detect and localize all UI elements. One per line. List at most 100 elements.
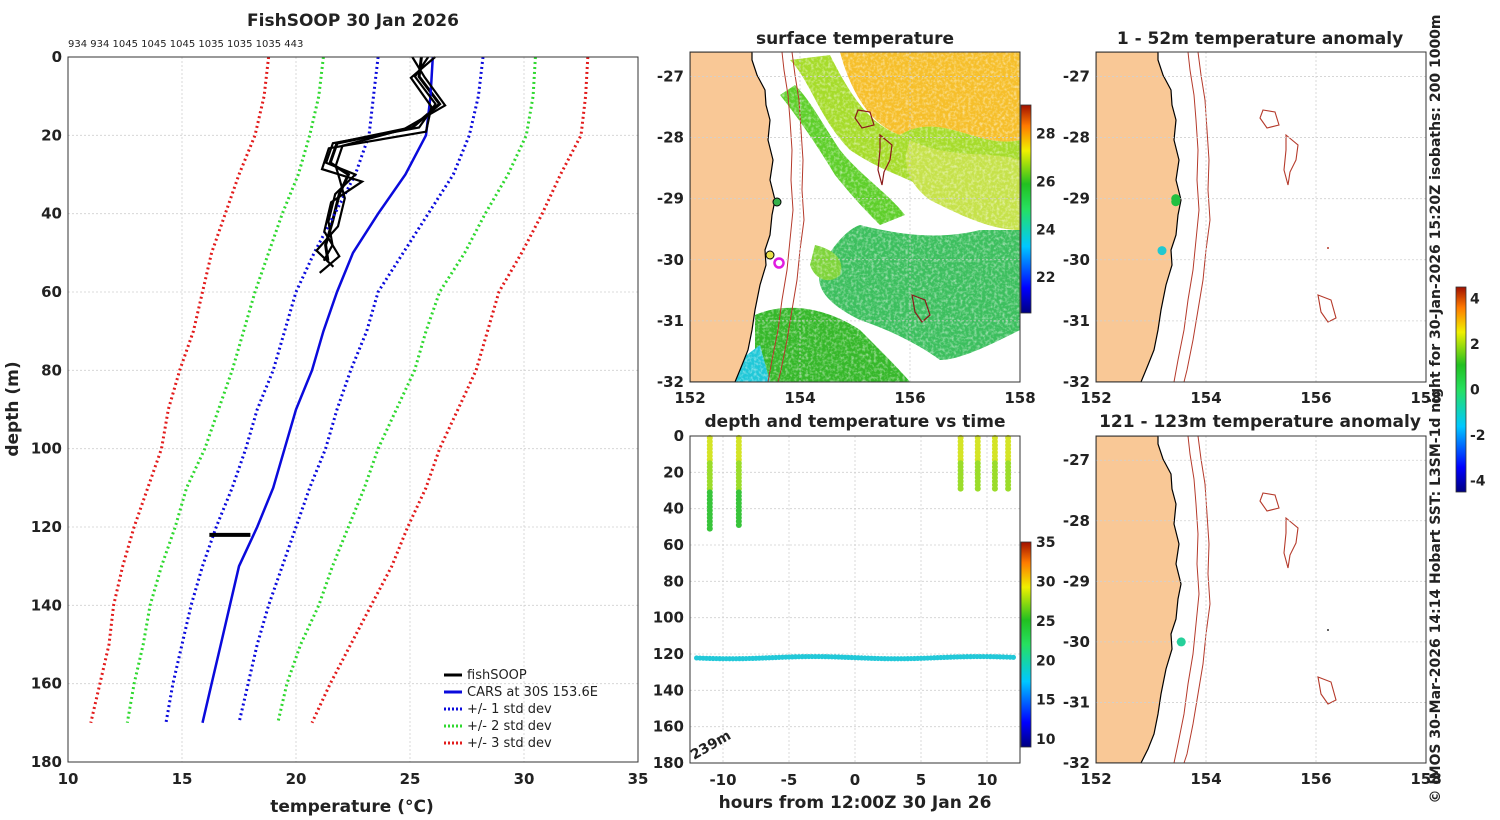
anomaly-lower-isobath-1000 bbox=[1183, 436, 1211, 763]
anomaly-lower-seamount-2 bbox=[1283, 516, 1299, 569]
anomaly-upper-seamount-1 bbox=[1259, 109, 1280, 129]
profile-xtick: 35 bbox=[628, 770, 649, 788]
sst-colorbar-tick: 28 bbox=[1036, 127, 1055, 143]
profile-ytick: 100 bbox=[31, 440, 62, 458]
sst-fish-marker-1 bbox=[772, 197, 782, 207]
anomaly-upper-xtick: 156 bbox=[1300, 389, 1331, 407]
anomaly-upper-xtick: 158 bbox=[1410, 389, 1441, 407]
anomaly-lower-ytick: -32 bbox=[1063, 754, 1090, 772]
profile-frame bbox=[67, 56, 639, 763]
anomaly-colorbar-tick: 0 bbox=[1470, 383, 1480, 399]
anomaly-upper-ytick: -31 bbox=[1063, 312, 1090, 330]
anomaly-upper-frame bbox=[1095, 51, 1427, 383]
profile-series-3-upper bbox=[276, 56, 537, 724]
profile-series-2-upper bbox=[237, 56, 485, 724]
timeseries-cast-point bbox=[991, 485, 998, 492]
sst-xtick: 156 bbox=[894, 389, 925, 407]
sst-land bbox=[690, 52, 776, 382]
timeseries-ytick: 140 bbox=[653, 681, 684, 699]
legend-std2: +/- 2 std dev bbox=[467, 719, 552, 734]
anomaly-lower-frame bbox=[1095, 435, 1427, 764]
profile-ytick: 180 bbox=[31, 753, 62, 771]
timeseries-frame bbox=[689, 435, 1021, 764]
sst-isobath-200 bbox=[767, 52, 794, 382]
sst-seamount-1 bbox=[854, 109, 875, 129]
anomaly-lower-dot bbox=[1327, 629, 1329, 631]
profile-panel: FishSOOP 30 Jan 2026 934 934 1045 1045 1… bbox=[3, 11, 648, 817]
timeseries-xtick: -10 bbox=[709, 771, 736, 789]
timeseries-colorbar-tick: 15 bbox=[1036, 693, 1055, 709]
anomaly-lower-tick-labels: 152 154 156 158 -27 -28 -29 -30 -31 -32 bbox=[1063, 451, 1442, 788]
timeseries-ytick: 180 bbox=[653, 754, 684, 772]
timeseries-ytick: 40 bbox=[663, 500, 684, 518]
timeseries-ytick: 120 bbox=[653, 645, 684, 663]
timeseries-ytick: 20 bbox=[663, 463, 684, 481]
anomaly-upper-isobath-1000 bbox=[1183, 52, 1211, 382]
timeseries-ytick: 100 bbox=[653, 609, 684, 627]
timeseries-xlabel: hours from 12:00Z 30 Jan 26 bbox=[719, 793, 992, 813]
anomaly-upper-ytick: -27 bbox=[1063, 67, 1090, 85]
anomaly-upper-seamount-3 bbox=[1317, 294, 1337, 323]
anomaly-lower-point bbox=[1176, 637, 1186, 647]
profile-series-1 bbox=[201, 56, 435, 724]
profile-series-4-upper bbox=[310, 56, 590, 724]
anomaly-upper-title: 1 - 52m temperature anomaly bbox=[1117, 29, 1403, 49]
profile-lines bbox=[89, 56, 590, 724]
sst-fish-marker-2 bbox=[765, 250, 775, 260]
timeseries-ytick: 60 bbox=[663, 536, 684, 554]
anomaly-colorbar-tick: 2 bbox=[1470, 337, 1480, 353]
legend-std1: +/- 1 std dev bbox=[467, 702, 552, 717]
timeseries-grid bbox=[690, 435, 1020, 764]
sst-colorbar-tick: 22 bbox=[1036, 270, 1055, 286]
anomaly-lower-ytick: -29 bbox=[1063, 572, 1090, 590]
anomaly-upper-ytick: -28 bbox=[1063, 129, 1090, 147]
profile-fishsoop-strand bbox=[322, 56, 437, 262]
profile-legend: fishSOOP CARS at 30S 153.6E +/- 1 std de… bbox=[444, 668, 598, 751]
anomaly-colorbar-tick: -4 bbox=[1470, 474, 1486, 490]
sst-frame bbox=[689, 51, 1021, 383]
sst-ytick: -32 bbox=[657, 373, 684, 391]
anomaly-lower-panel: 121 - 123m temperature anomaly 152 154 156… bbox=[1063, 412, 1442, 788]
sst-ytick: -30 bbox=[657, 251, 684, 269]
anomaly-lower-seamount-3 bbox=[1317, 676, 1337, 705]
legend-std3: +/- 3 std dev bbox=[467, 736, 552, 751]
sst-colorbar-tick: 24 bbox=[1036, 222, 1056, 238]
anomaly-upper-xtick: 152 bbox=[1080, 389, 1111, 407]
anomaly-lower-points bbox=[1176, 637, 1186, 647]
anomaly-lower-isobath-200 bbox=[1173, 436, 1200, 763]
anomaly-lower-ytick: -28 bbox=[1063, 512, 1090, 530]
sst-map-panel: surface temperature 152 154 156 158 -27 -28 -2… bbox=[657, 29, 1056, 407]
anomaly-lower-xtick: 152 bbox=[1080, 770, 1111, 788]
legend-fishsoop: fishSOOP bbox=[467, 668, 527, 683]
timeseries-deep-point bbox=[1010, 654, 1017, 660]
anomaly-lower-xtick: 154 bbox=[1190, 770, 1221, 788]
profile-ytick: 20 bbox=[41, 126, 62, 144]
anomaly-upper-panel: 1 - 52m temperature anomaly 152 154 156 158… bbox=[1063, 29, 1442, 407]
profile-ytick: 60 bbox=[41, 283, 62, 301]
sst-ytick: -28 bbox=[657, 129, 684, 147]
anomaly-lower-xtick: 158 bbox=[1410, 770, 1441, 788]
timeseries-marks bbox=[694, 434, 1017, 662]
anomaly-lower-ytick: -31 bbox=[1063, 693, 1090, 711]
timeseries-colorbar-tick: 30 bbox=[1036, 574, 1056, 590]
profile-series-4 bbox=[89, 56, 271, 724]
timeseries-ytick: 160 bbox=[653, 718, 684, 736]
anomaly-colorbar-ticks: 4 2 0 -2 -4 bbox=[1470, 291, 1486, 489]
sst-ytick: -27 bbox=[657, 67, 684, 85]
profile-xtick: 20 bbox=[286, 770, 307, 788]
timeseries-colorbar: 10 15 20 25 30 35 bbox=[1020, 535, 1056, 748]
timeseries-cast-point bbox=[957, 485, 964, 492]
timeseries-cast-point bbox=[706, 525, 713, 532]
sst-xtick: 158 bbox=[1004, 389, 1035, 407]
profile-ytick: 40 bbox=[41, 205, 62, 223]
profile-ylabel: depth (m) bbox=[3, 361, 23, 456]
timeseries-panel: depth and temperature vs time -10 -5 0 5 100… bbox=[653, 412, 1056, 813]
anomaly-upper-ytick: -32 bbox=[1063, 373, 1090, 391]
profile-ytick: 140 bbox=[31, 596, 62, 614]
timeseries-cast-point bbox=[735, 522, 742, 529]
sst-tick-labels: 152 154 156 158 -27 -28 -29 -30 -31 -32 bbox=[657, 67, 1036, 407]
timeseries-ytick: 80 bbox=[663, 572, 684, 590]
anomaly-colorbar-tick: -2 bbox=[1470, 428, 1486, 444]
profile-xtick: 15 bbox=[172, 770, 193, 788]
timeseries-cast-point bbox=[974, 485, 981, 492]
